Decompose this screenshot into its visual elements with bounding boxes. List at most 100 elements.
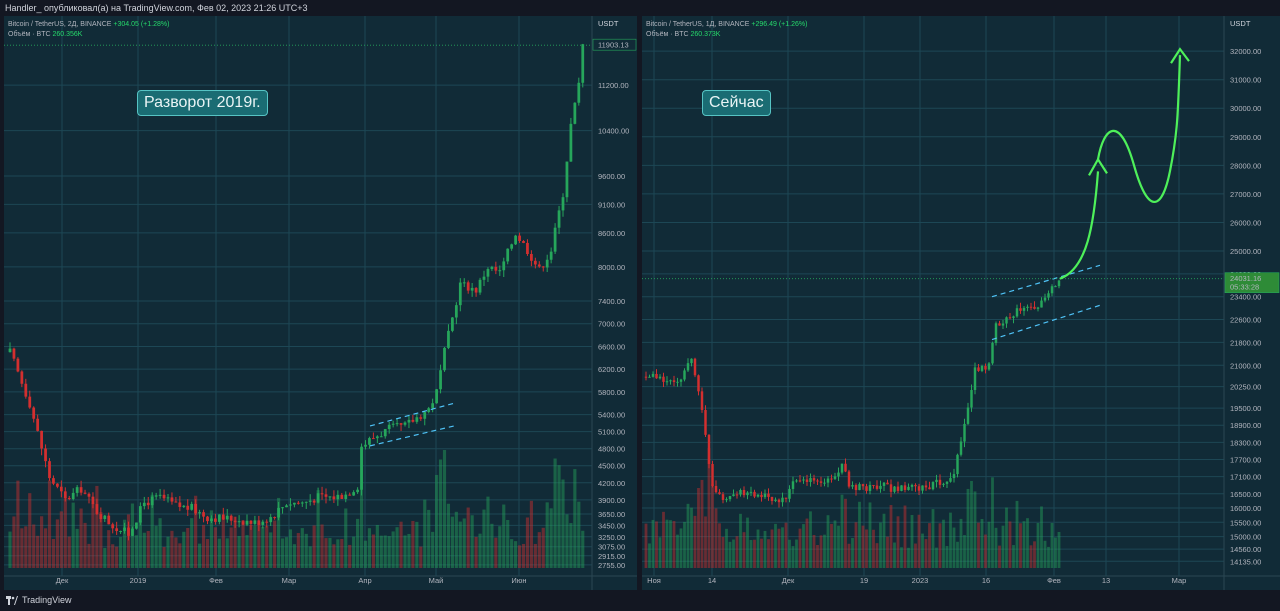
candle-body (774, 499, 777, 501)
volume-bar (395, 527, 399, 568)
x-tick-label: Мар (1172, 576, 1187, 585)
volume-bar (379, 535, 383, 568)
candle-body (973, 367, 977, 391)
volume-bar (529, 500, 533, 568)
right-annotation-now: Сейчас (702, 90, 771, 116)
candle-body (316, 493, 320, 503)
candle-body (938, 479, 942, 485)
volume-bar (872, 529, 875, 568)
volume-bar (844, 498, 847, 568)
volume-bar (221, 516, 225, 568)
x-tick-label: 14 (708, 576, 716, 585)
y-tick-label: 14135.00 (1230, 557, 1261, 566)
volume-bar (399, 521, 403, 568)
volume-bar (162, 546, 166, 568)
volume-bar (111, 544, 115, 568)
y-tick-label: 25000.00 (1230, 247, 1261, 256)
volume-bar (296, 533, 300, 568)
y-tick-label: 21800.00 (1230, 338, 1261, 347)
y-tick-label: 26000.00 (1230, 218, 1261, 227)
candle-body (217, 514, 221, 522)
candle-body (791, 481, 795, 489)
y-tick-label: 20250.00 (1230, 383, 1261, 392)
left-chart-panel[interactable]: 2755.00 2915.00 3075.00 3250.00 3450.00 3650.… (4, 16, 637, 590)
candle-body (186, 505, 190, 510)
right-chart-panel[interactable]: 14135.00 14560.00 15000.00 15500.00 16000.00… (642, 16, 1280, 590)
candle-body (718, 492, 721, 495)
y-tick-label: 2755.00 (598, 561, 625, 570)
candle-body (150, 496, 154, 506)
volume-bar (994, 527, 998, 568)
right-legend: Bitcoin / TetherUS, 1Д, BINANCE +296.49 … (646, 20, 807, 40)
candle-body (693, 358, 697, 376)
candle-body (32, 407, 36, 419)
y-tick-label: 3900.00 (598, 496, 625, 505)
candle-body (324, 494, 328, 497)
candle-body (970, 390, 973, 408)
y-tick-label: 4500.00 (598, 462, 625, 471)
volume-bar (95, 485, 99, 568)
volume-bar (749, 540, 753, 568)
candle-body (91, 496, 95, 505)
candle-body (868, 484, 872, 491)
candle-body (1033, 306, 1036, 309)
candle-body (162, 494, 166, 499)
x-tick-label: Фев (209, 576, 223, 585)
candle-body (1001, 323, 1005, 326)
volume-bar (269, 532, 273, 568)
volume-bar (840, 494, 844, 568)
candle-body (356, 489, 359, 493)
candle-body (210, 518, 213, 522)
volume-bar (1054, 537, 1057, 568)
candle-body (662, 376, 665, 382)
volume-bar (510, 539, 514, 568)
volume-bar (154, 525, 158, 568)
candle-body (700, 391, 704, 410)
candle-body (991, 342, 994, 364)
candle-body (52, 478, 55, 484)
volume-bar (470, 515, 474, 568)
projection-arrowhead (1088, 157, 1108, 176)
y-tick-label: 32000.00 (1230, 47, 1261, 56)
volume-bar (525, 517, 530, 568)
candle-body (182, 505, 186, 507)
candle-body (241, 521, 245, 525)
volume-bar (910, 515, 914, 568)
candle-body (907, 486, 910, 490)
candle-body (470, 287, 474, 291)
volume-bar (462, 518, 466, 568)
candle-body (300, 502, 304, 504)
volume-bar (777, 528, 781, 568)
volume-bar (273, 520, 277, 568)
volume-bar (914, 543, 917, 568)
candle-body (1026, 306, 1029, 308)
candle-body (142, 502, 146, 507)
volume-bar (861, 525, 865, 568)
volume-bar (67, 536, 71, 568)
candle-body (924, 485, 928, 488)
volume-bar (245, 535, 249, 568)
volume-bar (721, 536, 725, 568)
volume-bar (320, 524, 324, 568)
candle-body (732, 494, 735, 497)
volume-bar (521, 543, 526, 568)
volume-bar (889, 505, 893, 568)
candle-body (763, 493, 767, 498)
y-tick-label: 31000.00 (1230, 76, 1261, 85)
volume-bar (819, 535, 823, 568)
candle-body (569, 123, 573, 162)
volume-bar (20, 528, 24, 568)
left-legend: Bitcoin / TetherUS, 2Д, BINANCE +304.05 … (8, 20, 169, 40)
y-tick-label: 15000.00 (1230, 533, 1261, 542)
volume-bar (557, 465, 561, 568)
candle-body (549, 251, 553, 260)
candle-body (506, 248, 510, 262)
candle-body (714, 485, 718, 493)
candle-body (462, 282, 466, 284)
candle-body (368, 438, 371, 445)
x-tick-label: 19 (860, 576, 868, 585)
volume-bar (36, 535, 40, 568)
candle-body (474, 287, 478, 293)
volume-bar (367, 528, 372, 568)
